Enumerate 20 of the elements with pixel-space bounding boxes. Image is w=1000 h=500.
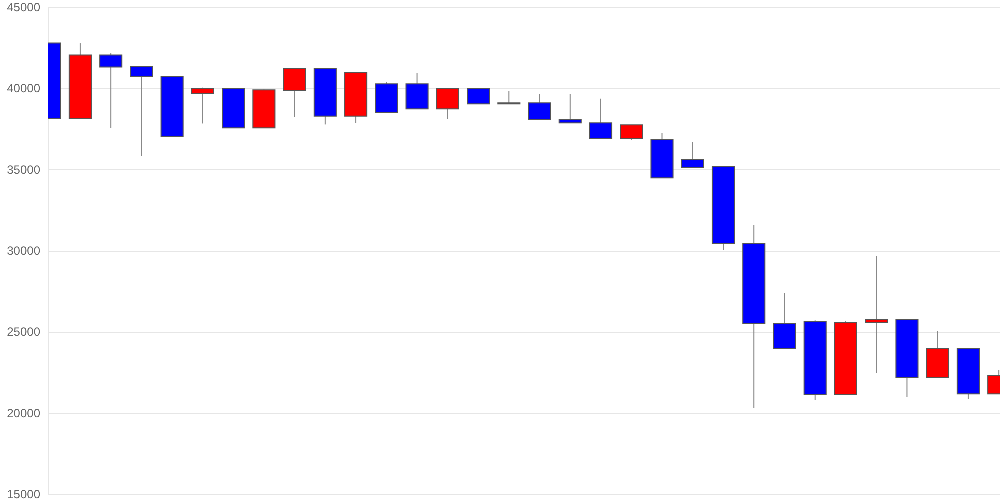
candlestick (498, 90, 521, 105)
candlestick (865, 256, 888, 374)
candlestick (589, 98, 613, 140)
candlestick (283, 68, 306, 118)
y-tick-label: 20000 (7, 406, 41, 420)
candlestick (130, 66, 154, 157)
candlestick (681, 142, 704, 168)
candlestick (100, 52, 123, 129)
y-tick-label: 15000 (7, 488, 41, 500)
y-tick-label: 35000 (7, 162, 41, 177)
y-tick-label: 30000 (7, 244, 41, 258)
candlestick (528, 94, 552, 120)
y-tick-label: 45000 (7, 0, 41, 14)
candlestick (191, 87, 214, 124)
candlestick (467, 88, 490, 105)
candlestick (558, 94, 582, 124)
y-tick-label: 40000 (7, 82, 41, 96)
candlestick (436, 88, 460, 120)
y-tick-label: 25000 (7, 325, 41, 340)
candlestick (620, 124, 644, 141)
